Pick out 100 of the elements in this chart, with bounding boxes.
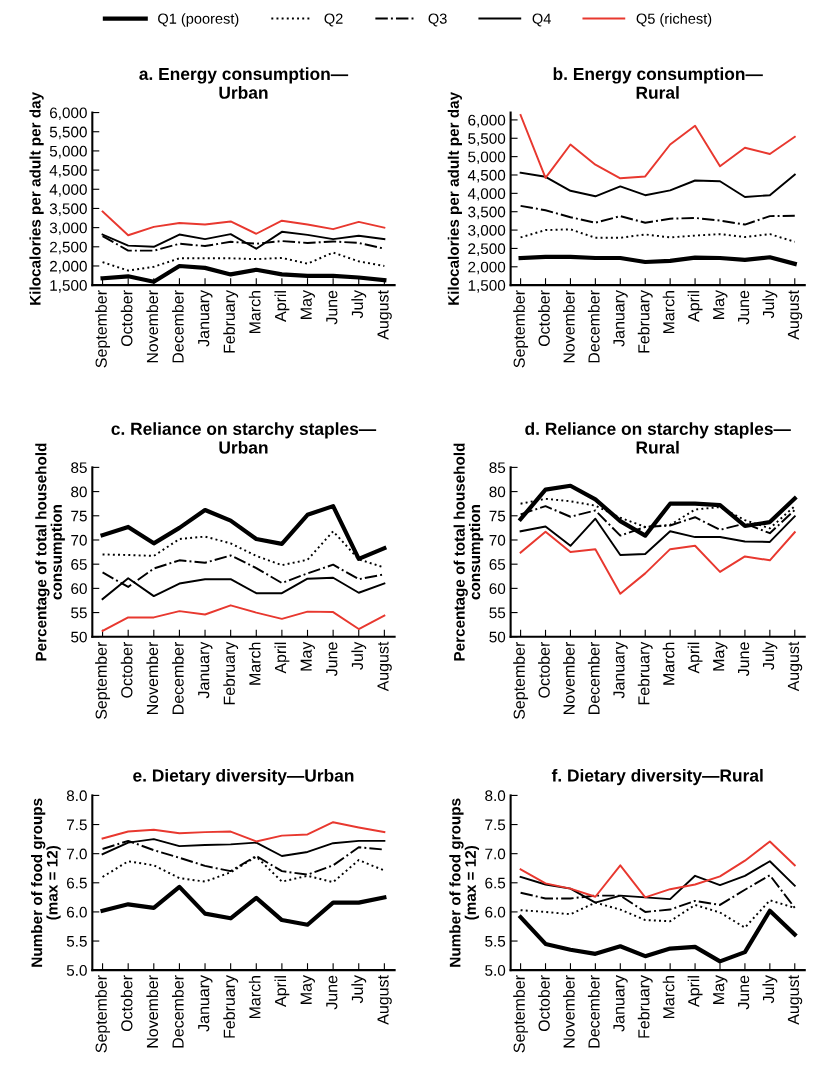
y-tick-label: 3,000 bbox=[49, 222, 87, 236]
x-tick-label: May bbox=[300, 975, 315, 1004]
y-tick-label: 4,000 bbox=[467, 188, 506, 201]
y-tick-label: 1,500 bbox=[468, 280, 506, 293]
x-tick-label: March bbox=[248, 976, 261, 1019]
y-tick-label: 8.0 bbox=[66, 790, 87, 802]
x-tick-label: July bbox=[762, 641, 778, 670]
x-tick-label: September bbox=[513, 290, 529, 368]
y-axis-title: Percentage of total household consumption bbox=[453, 443, 484, 661]
legend-label: Q2 bbox=[324, 13, 343, 27]
y-tick-label: 5,500 bbox=[468, 133, 506, 146]
x-tick-label: February bbox=[637, 290, 653, 353]
x-tick-label: June bbox=[326, 290, 338, 325]
legend-label: Q5 (richest) bbox=[636, 13, 712, 27]
x-tick-label: May bbox=[713, 641, 728, 671]
x-tick-label: August bbox=[787, 975, 803, 1025]
chart-title: b. Energy consumption— Rural bbox=[553, 67, 763, 99]
y-tick-label: 5,000 bbox=[468, 151, 506, 165]
x-tick-label: October bbox=[120, 641, 133, 698]
chart-title: d. Reliance on starchy staples— Rural bbox=[525, 422, 791, 454]
y-tick-label: 8.0 bbox=[485, 790, 506, 802]
y-tick-label: 2,000 bbox=[468, 261, 506, 275]
x-tick-label: November bbox=[563, 290, 575, 363]
y-tick-label: 65 bbox=[71, 559, 87, 570]
x-tick-label: November bbox=[563, 975, 575, 1048]
x-tick-label: June bbox=[738, 975, 750, 1010]
y-tick-label: 75 bbox=[489, 510, 506, 522]
y-tick-label: 6.0 bbox=[67, 906, 87, 918]
x-tick-label: April bbox=[274, 976, 290, 1007]
y-tick-label: 4,500 bbox=[49, 164, 87, 178]
y-axis-title: Number of food groups (max = 12) bbox=[31, 798, 61, 967]
x-tick-label: October bbox=[538, 641, 550, 698]
y-tick-label: 7.5 bbox=[67, 819, 87, 831]
y-tick-label: 85 bbox=[489, 462, 506, 474]
x-tick-label: May bbox=[713, 975, 728, 1004]
legend-label: Q1 (poorest) bbox=[158, 13, 239, 27]
y-tick-label: 3,000 bbox=[468, 224, 506, 238]
x-tick-label: August bbox=[787, 641, 803, 692]
x-tick-label: January bbox=[613, 641, 628, 699]
x-tick-label: June bbox=[326, 642, 338, 677]
x-tick-label: March bbox=[248, 291, 261, 334]
x-tick-label: April bbox=[687, 291, 703, 322]
x-tick-label: January bbox=[198, 641, 213, 699]
x-tick-label: November bbox=[146, 290, 159, 363]
y-tick-label: 4,000 bbox=[49, 184, 87, 197]
x-tick-label: December bbox=[171, 290, 184, 363]
y-tick-label: 65 bbox=[489, 559, 506, 570]
x-tick-label: July bbox=[351, 641, 367, 670]
x-tick-label: November bbox=[563, 641, 575, 714]
x-tick-label: February bbox=[223, 975, 239, 1038]
x-tick-label: April bbox=[274, 642, 290, 674]
y-tick-label: 7.0 bbox=[67, 848, 87, 860]
y-tick-label: 5.5 bbox=[485, 936, 506, 947]
y-axis-title: Number of food groups (max = 12) bbox=[449, 798, 479, 967]
y-tick-label: 2,000 bbox=[50, 260, 87, 274]
x-tick-label: August bbox=[377, 290, 392, 340]
x-tick-label: January bbox=[613, 290, 628, 347]
y-tick-label: 60 bbox=[71, 583, 87, 595]
x-tick-label: July bbox=[762, 290, 778, 319]
y-tick-label: 70 bbox=[489, 534, 506, 546]
y-tick-label: 5.0 bbox=[66, 965, 87, 976]
y-tick-label: 4,500 bbox=[467, 169, 506, 183]
x-tick-label: May bbox=[300, 290, 315, 319]
x-tick-label: October bbox=[120, 975, 133, 1032]
x-tick-label: November bbox=[146, 641, 159, 714]
y-tick-label: 3,500 bbox=[468, 206, 506, 220]
x-tick-label: January bbox=[198, 975, 213, 1032]
x-tick-label: April bbox=[687, 976, 703, 1007]
x-tick-label: May bbox=[300, 641, 315, 671]
y-tick-label: 1,500 bbox=[50, 280, 87, 293]
y-tick-label: 60 bbox=[489, 583, 506, 595]
x-tick-label: January bbox=[613, 975, 628, 1032]
x-tick-label: September bbox=[513, 641, 529, 720]
y-tick-label: 3,500 bbox=[49, 203, 87, 216]
y-axis-title: Kilocalories per adult per day bbox=[29, 91, 44, 305]
y-tick-label: 55 bbox=[489, 607, 506, 619]
x-tick-label: December bbox=[171, 975, 184, 1048]
y-tick-label: 5.0 bbox=[485, 965, 506, 976]
x-tick-label: December bbox=[587, 975, 600, 1048]
chart-title: a. Energy consumption— Urban bbox=[139, 67, 349, 99]
y-tick-label: 75 bbox=[71, 510, 87, 522]
y-tick-label: 80 bbox=[71, 486, 87, 498]
x-tick-label: June bbox=[738, 642, 750, 677]
x-tick-label: October bbox=[538, 290, 550, 347]
x-tick-label: March bbox=[662, 976, 675, 1019]
y-tick-label: 6,000 bbox=[468, 114, 506, 128]
x-tick-label: March bbox=[662, 642, 675, 685]
x-tick-label: October bbox=[120, 290, 133, 347]
x-tick-label: June bbox=[326, 975, 338, 1010]
x-tick-label: March bbox=[248, 642, 261, 685]
x-tick-label: August bbox=[377, 975, 392, 1025]
x-tick-label: April bbox=[274, 291, 290, 322]
y-tick-label: 7.5 bbox=[485, 819, 506, 831]
x-tick-label: December bbox=[587, 641, 600, 714]
x-tick-label: September bbox=[513, 975, 529, 1053]
x-tick-label: August bbox=[787, 290, 803, 340]
y-tick-label: 6,000 bbox=[50, 107, 87, 121]
x-tick-label: February bbox=[223, 290, 239, 353]
y-tick-label: 6.0 bbox=[485, 906, 506, 918]
y-tick-label: 80 bbox=[489, 486, 506, 498]
